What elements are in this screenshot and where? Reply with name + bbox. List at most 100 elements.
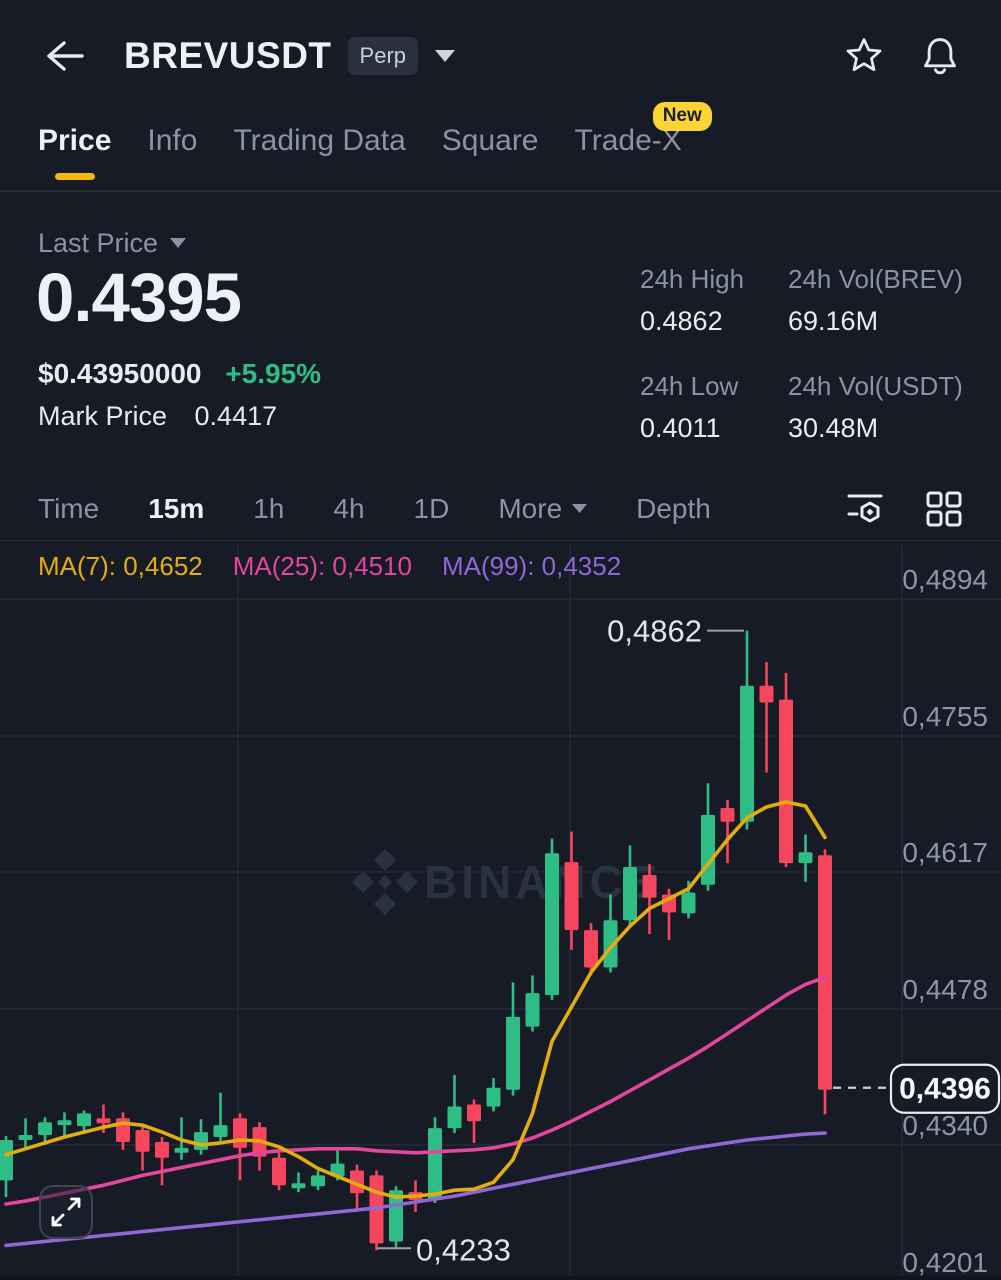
candle-body-up xyxy=(506,1016,520,1090)
candle-body-up xyxy=(311,1175,325,1187)
stat-24h-vol-brev-: 24h Vol(BREV) 69.16M xyxy=(788,264,963,337)
candle-body-down xyxy=(233,1118,247,1148)
ma25-line xyxy=(4,975,827,1206)
caret-down-icon xyxy=(572,504,588,513)
tab-label: Trading Data xyxy=(233,124,406,157)
stat-label: 24h High xyxy=(640,264,745,294)
stat-value: 69.16M xyxy=(788,306,879,336)
timeframe-1h[interactable]: 1h xyxy=(253,493,284,525)
ma-legend-ma99: MA(99): 0,4352 xyxy=(441,551,622,581)
candle-body-down xyxy=(564,862,579,931)
candle-body-up xyxy=(174,1147,189,1153)
stat-value: 0.4862 xyxy=(640,306,723,336)
stat-24h-low: 24h Low 0.4011 xyxy=(640,371,788,444)
timeframe-1d[interactable]: 1D xyxy=(414,493,450,525)
candle-body-up xyxy=(38,1122,52,1136)
price-change-percent: +5.95% xyxy=(225,358,322,389)
candle-body-down xyxy=(467,1104,481,1122)
candle-body-up xyxy=(291,1183,306,1189)
candle-body-up xyxy=(447,1106,462,1129)
fullscreen-button[interactable] xyxy=(39,1185,93,1239)
candle-body-up xyxy=(681,892,696,914)
timeframe-label: Depth xyxy=(636,493,711,524)
indicators-settings-icon[interactable] xyxy=(845,492,885,526)
price-axis-label: 0,4201 xyxy=(902,1247,988,1278)
timeframe-label: 15m xyxy=(148,493,205,524)
tab-label: Info xyxy=(147,124,198,157)
ma7-line xyxy=(4,800,827,1199)
candle-body-up xyxy=(0,1139,13,1181)
ma-legend-ma7: MA(7): 0,4652 xyxy=(38,551,203,581)
toolbar-separator xyxy=(0,540,1001,541)
ma-legend-ma25: MA(25): 0,4510 xyxy=(232,551,412,581)
tab-price[interactable]: Price xyxy=(38,118,111,180)
candle-body-up xyxy=(740,685,754,822)
layout-grid-icon[interactable] xyxy=(925,490,963,528)
contract-type-badge: Perp xyxy=(347,37,419,75)
notification-bell-icon[interactable] xyxy=(919,35,961,77)
candle-body-down xyxy=(779,699,793,864)
tab-bar: Price Info Trading Data Square Trade-X New xyxy=(0,102,1001,192)
candle-body-down xyxy=(155,1141,169,1158)
candle-body-down xyxy=(96,1118,111,1124)
mark-price-row: Mark Price 0.4417 xyxy=(38,401,277,432)
back-button[interactable] xyxy=(40,36,86,76)
timeframe-label: Time xyxy=(38,493,100,524)
last-price-tag-label: 0,4396 xyxy=(899,1073,991,1106)
mark-price-label: Mark Price xyxy=(38,401,168,431)
stat-label: 24h Vol(BREV) xyxy=(788,264,963,294)
timeframe-time[interactable]: Time xyxy=(38,493,99,525)
candlestick-chart[interactable]: 0,4894 0,4755 0,4617 0,4478 0,4340 0,4201 BINA… xyxy=(0,545,1001,1280)
tab-trade-x[interactable]: Trade-X New xyxy=(575,102,712,158)
candlesticks xyxy=(0,630,832,1251)
candle-body-up xyxy=(213,1125,228,1138)
candle-body-up xyxy=(77,1113,91,1127)
candle-body-up xyxy=(57,1120,72,1126)
favorite-star-icon[interactable] xyxy=(843,35,885,77)
timeframe-toolbar: Time 15m 1h 4h 1D More Depth xyxy=(0,486,1001,532)
candle-body-up xyxy=(623,867,637,921)
last-price-label: Last Price xyxy=(38,228,159,258)
new-badge: New xyxy=(652,102,712,131)
tab-label: Square xyxy=(441,124,539,157)
header: BREVUSDT Perp xyxy=(0,18,1001,94)
tab-trading-data[interactable]: Trading Data xyxy=(233,118,405,158)
timeframe-more[interactable]: More xyxy=(498,493,588,525)
timeframe-4h[interactable]: 4h xyxy=(333,493,364,525)
candle-body-up xyxy=(603,920,618,968)
candle-body-down xyxy=(759,685,774,703)
candle-body-up xyxy=(798,852,813,864)
tab-label: Price xyxy=(38,124,112,157)
caret-down-icon xyxy=(170,238,187,248)
low-annotation-label: 0,4233 xyxy=(416,1232,511,1267)
candle-body-up xyxy=(701,814,715,885)
fiat-price: $0.43950000 xyxy=(38,358,202,389)
timeframe-label: More xyxy=(498,493,563,524)
tab-square[interactable]: Square xyxy=(442,118,539,158)
stat-label: 24h Low xyxy=(640,371,739,401)
candle-body-down xyxy=(272,1157,286,1186)
tab-info[interactable]: Info xyxy=(147,118,197,158)
stat-value: 30.48M xyxy=(788,413,879,443)
candle-body-down xyxy=(135,1130,150,1152)
candle-body-down xyxy=(642,874,657,898)
binance-watermark: BINANCE xyxy=(352,849,658,915)
candle-body-down xyxy=(584,930,598,968)
back-arrow-icon xyxy=(40,36,86,76)
last-price-tag-box xyxy=(889,1063,1001,1114)
timeframe-depth[interactable]: Depth xyxy=(636,493,711,525)
price-axis-label: 0,4755 xyxy=(902,701,988,732)
pair-dropdown[interactable] xyxy=(434,49,456,63)
chevron-down-icon xyxy=(435,50,456,62)
chart-area[interactable]: 0,4894 0,4755 0,4617 0,4478 0,4340 0,4201 BINA… xyxy=(0,545,1001,1280)
timeframe-15m[interactable]: 15m xyxy=(148,493,204,525)
stat-24h-high: 24h High 0.4862 xyxy=(640,264,788,337)
last-price-label-row[interactable]: Last Price xyxy=(38,228,187,259)
candle-body-up xyxy=(486,1087,501,1107)
price-axis-label: 0,4478 xyxy=(902,974,988,1005)
price-axis-label: 0,4894 xyxy=(902,564,988,595)
price-axis-label: 0,4340 xyxy=(902,1110,988,1141)
24h-stats-grid: 24h High 0.4862 24h Vol(BREV) 69.16M 24h Low… xyxy=(640,264,963,444)
timeframe-label: 1D xyxy=(413,493,450,524)
